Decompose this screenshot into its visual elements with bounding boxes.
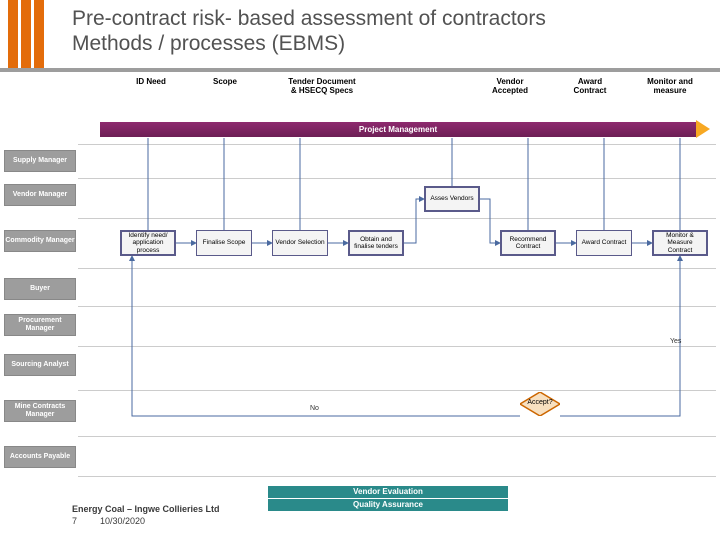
column-header: Award Contract bbox=[562, 78, 618, 96]
process-box-identify: Identify need/ application process bbox=[120, 230, 176, 256]
bottom-bar: Quality Assurance bbox=[268, 499, 508, 511]
column-header: ID Need bbox=[126, 78, 176, 87]
footer-date: 10/30/2020 bbox=[100, 516, 145, 526]
process-box-finalise_scope: Finalise Scope bbox=[196, 230, 252, 256]
slide-header: Pre-contract risk- based assessment of c… bbox=[0, 0, 720, 72]
column-header: Tender Document & HSECQ Specs bbox=[286, 78, 358, 96]
footer-company: Energy Coal – Ingwe Collieries Ltd bbox=[72, 504, 220, 514]
role-box: Commodity Manager bbox=[4, 230, 76, 252]
orange-bars bbox=[8, 0, 44, 72]
swimlane-divider bbox=[78, 306, 716, 307]
role-box: Accounts Payable bbox=[4, 446, 76, 468]
flow-label-yes: Yes bbox=[670, 338, 681, 345]
orange-bar bbox=[34, 0, 44, 72]
footer-page: 7 bbox=[72, 516, 77, 526]
title-line-2: Methods / processes (EBMS) bbox=[72, 31, 710, 56]
process-box-monitor: Monitor & Measure Contract bbox=[652, 230, 708, 256]
project-management-bar: Project Management bbox=[100, 122, 696, 137]
swimlane-divider bbox=[78, 390, 716, 391]
process-box-obtain_tenders: Obtain and finalise tenders bbox=[348, 230, 404, 256]
swimlane-divider bbox=[78, 178, 716, 179]
pm-arrow-icon bbox=[696, 120, 710, 138]
column-header: Scope bbox=[200, 78, 250, 87]
title-block: Pre-contract risk- based assessment of c… bbox=[72, 6, 710, 56]
role-box: Sourcing Analyst bbox=[4, 354, 76, 376]
swimlane-divider bbox=[78, 436, 716, 437]
connectors-svg bbox=[0, 78, 720, 508]
swimlane-divider bbox=[78, 144, 716, 145]
process-box-award: Award Contract bbox=[576, 230, 632, 256]
flow-label-no: No bbox=[310, 405, 319, 412]
decision-label: Accept? bbox=[520, 399, 560, 406]
swimlane-divider bbox=[78, 218, 716, 219]
role-box: Supply Manager bbox=[4, 150, 76, 172]
title-underline bbox=[0, 68, 720, 72]
role-box: Vendor Manager bbox=[4, 184, 76, 206]
role-box: Procurement Manager bbox=[4, 314, 76, 336]
role-box: Buyer bbox=[4, 278, 76, 300]
swimlane-divider bbox=[78, 268, 716, 269]
orange-bar bbox=[8, 0, 18, 72]
column-header: Vendor Accepted bbox=[482, 78, 538, 96]
process-box-recommend: Recommend Contract bbox=[500, 230, 556, 256]
role-box: Mine Contracts Manager bbox=[4, 400, 76, 422]
swimlane-divider bbox=[78, 346, 716, 347]
title-line-1: Pre-contract risk- based assessment of c… bbox=[72, 6, 710, 31]
process-box-assess_vendors: Asses Vendors bbox=[424, 186, 480, 212]
column-header: Monitor and measure bbox=[642, 78, 698, 96]
process-box-vendor_selection: Vendor Selection bbox=[272, 230, 328, 256]
orange-bar bbox=[21, 0, 31, 72]
swimlane-divider bbox=[78, 476, 716, 477]
bottom-bar: Vendor Evaluation bbox=[268, 486, 508, 498]
swimlane-diagram: ID Need Scope Tender Document & HSECQ Spec… bbox=[0, 78, 720, 508]
